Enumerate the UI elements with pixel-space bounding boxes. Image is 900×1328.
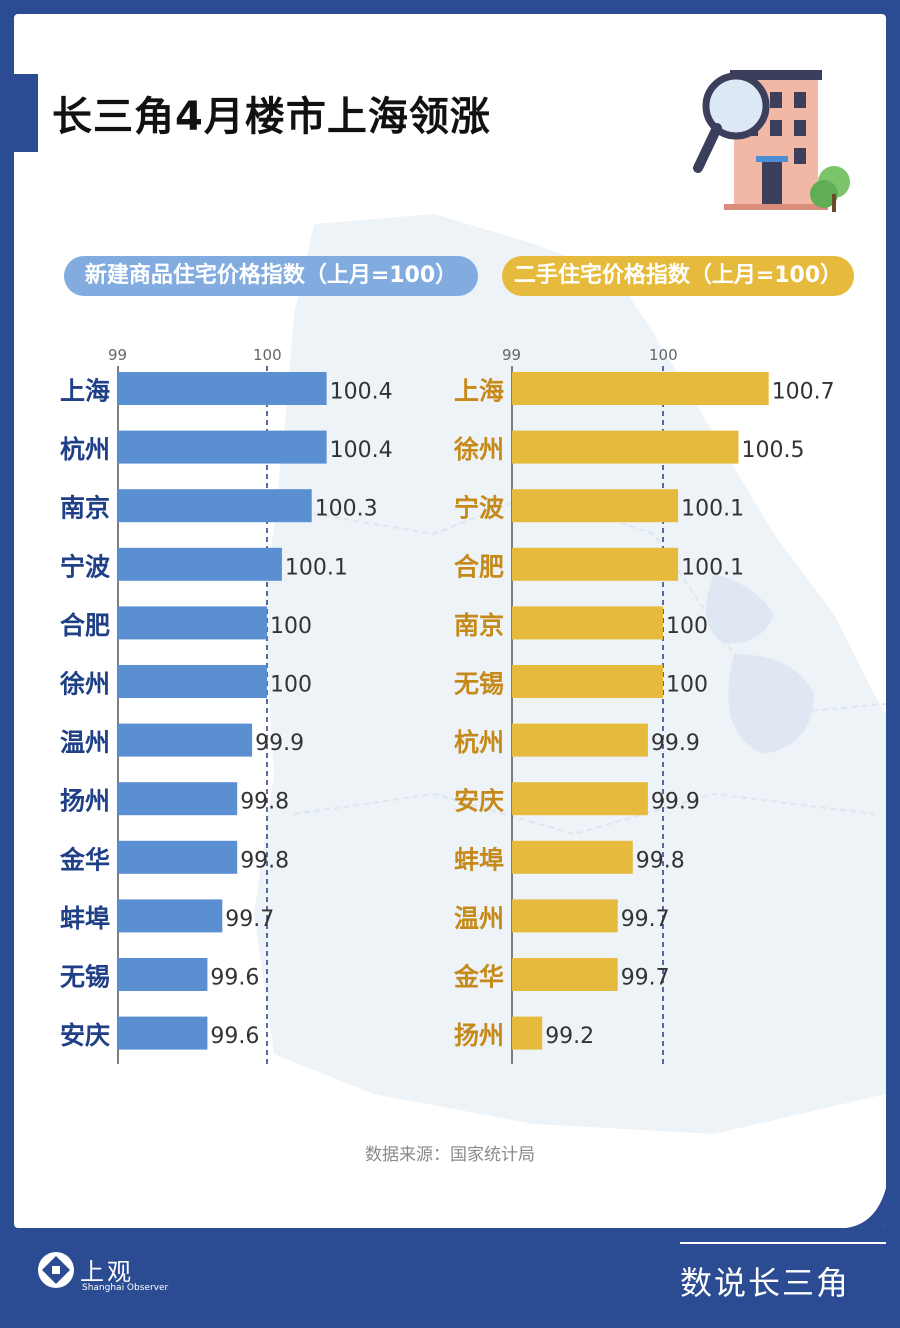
category-label: 扬州: [454, 1021, 504, 1050]
category-label: 宁波: [454, 494, 505, 523]
value-label: 100: [666, 614, 708, 639]
category-label: 徐州: [59, 670, 110, 699]
bar: [118, 372, 327, 405]
category-label: 扬州: [60, 787, 110, 816]
shanghai-observer-logo-icon: [38, 1252, 74, 1288]
value-label: 100.7: [772, 380, 835, 405]
footer-brand-subtitle: Shanghai Observer: [82, 1283, 169, 1293]
category-label: 蚌埠: [454, 845, 504, 874]
value-label: 99.7: [225, 907, 274, 932]
value-label: 99.2: [545, 1024, 594, 1049]
value-label: 99.6: [210, 966, 259, 991]
category-label: 蚌埠: [60, 904, 110, 933]
value-label: 100.1: [681, 555, 744, 580]
bar: [118, 547, 282, 581]
bar: [512, 430, 739, 464]
value-label: 100.4: [330, 380, 393, 405]
data-source-note: 数据来源：国家统计局: [365, 1145, 535, 1165]
footer-divider: [680, 1242, 886, 1244]
bar: [512, 489, 679, 523]
house-magnifier-illustration: [693, 70, 850, 212]
value-label: 99.9: [255, 731, 304, 756]
bar: [118, 489, 312, 523]
bar: [118, 723, 253, 757]
footer-column-name: 数说长三角: [680, 1264, 851, 1302]
category-label: 合肥: [454, 552, 504, 581]
bar: [512, 840, 633, 874]
category-label: 宁波: [60, 552, 111, 581]
bar: [118, 665, 267, 698]
category-label: 杭州: [60, 435, 110, 464]
category-label: 杭州: [454, 728, 504, 757]
bar: [118, 430, 327, 464]
category-label: 安庆: [60, 1021, 110, 1050]
category-label: 无锡: [60, 963, 110, 992]
tick-label: 99: [108, 346, 127, 364]
category-label: 安庆: [454, 787, 504, 816]
bar: [512, 547, 679, 581]
infographic-card: 长三角4月楼市上海领涨 新建商品住宅价格指数（上月=100） 二手住宅价格指数（…: [14, 14, 886, 1228]
value-label: 100: [270, 614, 312, 639]
bar: [118, 606, 267, 640]
value-label: 99.8: [636, 848, 685, 873]
value-label: 99.8: [240, 848, 289, 873]
bar: [512, 958, 618, 991]
category-label: 上海: [454, 377, 504, 406]
value-label: 100: [270, 673, 312, 698]
value-label: 99.7: [621, 907, 670, 932]
card-corner-fold: [846, 1188, 886, 1228]
category-label: 金华: [59, 845, 110, 874]
bar: [512, 1016, 543, 1050]
page-title: 长三角4月楼市上海领涨: [52, 94, 491, 140]
bar: [512, 665, 663, 698]
value-label: 100: [666, 673, 708, 698]
bar: [512, 782, 648, 816]
value-label: 100.5: [742, 438, 805, 463]
value-label: 99.9: [651, 790, 700, 815]
category-label: 温州: [60, 728, 110, 757]
bar: [118, 958, 208, 991]
bar: [118, 782, 238, 816]
new-home-index-title: 新建商品住宅价格指数（上月=100）: [64, 256, 478, 296]
bar: [512, 606, 663, 640]
bar: [118, 1016, 208, 1050]
category-label: 徐州: [453, 435, 504, 464]
tick-label: 99: [502, 346, 521, 364]
bar: [118, 899, 223, 933]
category-label: 南京: [454, 611, 504, 640]
tick-label: 100: [649, 346, 678, 364]
value-label: 99.9: [651, 731, 700, 756]
category-label: 金华: [453, 963, 504, 992]
category-label: 上海: [60, 377, 110, 406]
title-accent-bar: [14, 74, 38, 152]
resale-home-index-title: 二手住宅价格指数（上月=100）: [502, 256, 854, 296]
category-label: 温州: [454, 904, 504, 933]
resale-home-price-chart: 99 100 上海 100.7 徐州 100.5 宁波 100.1 合肥 100.1 南京 100 无锡…: [453, 346, 835, 1064]
bar: [512, 899, 618, 933]
bar: [512, 372, 769, 405]
value-label: 100.4: [330, 438, 393, 463]
value-label: 99.8: [240, 790, 289, 815]
category-label: 南京: [60, 494, 110, 523]
value-label: 99.6: [210, 1024, 259, 1049]
bar: [512, 723, 648, 757]
value-label: 100.3: [315, 497, 378, 522]
value-label: 99.7: [621, 966, 670, 991]
tick-label: 100: [253, 346, 282, 364]
new-home-price-chart: 99 100 上海 100.4 杭州 100.4 南京 100.3 宁波 100.1 合肥 100 徐州…: [59, 346, 393, 1064]
value-label: 100.1: [681, 497, 744, 522]
category-label: 合肥: [60, 611, 110, 640]
category-label: 无锡: [454, 670, 504, 699]
value-label: 100.1: [285, 555, 348, 580]
bar: [118, 840, 238, 874]
footer-brand-name: 上观: [80, 1258, 134, 1286]
